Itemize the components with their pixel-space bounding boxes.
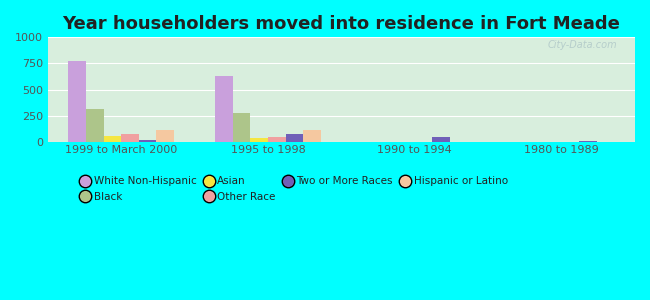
Legend: White Non-Hispanic, Black, Asian, Other Race, Two or More Races, Hispanic or Lat: White Non-Hispanic, Black, Asian, Other … <box>81 176 508 202</box>
Bar <box>122 134 139 142</box>
Title: Year householders moved into residence in Fort Meade: Year householders moved into residence i… <box>62 15 620 33</box>
Bar <box>157 130 174 142</box>
Text: City-Data.com: City-Data.com <box>548 40 617 50</box>
Bar <box>139 140 157 142</box>
Bar <box>432 137 450 142</box>
Bar <box>68 61 86 142</box>
Bar <box>103 136 122 142</box>
Bar <box>579 141 597 142</box>
Bar <box>215 76 233 142</box>
Bar <box>268 137 285 142</box>
Bar <box>233 112 250 142</box>
Bar <box>285 134 304 142</box>
Bar <box>250 138 268 142</box>
Bar <box>304 130 321 142</box>
Bar <box>86 110 103 142</box>
